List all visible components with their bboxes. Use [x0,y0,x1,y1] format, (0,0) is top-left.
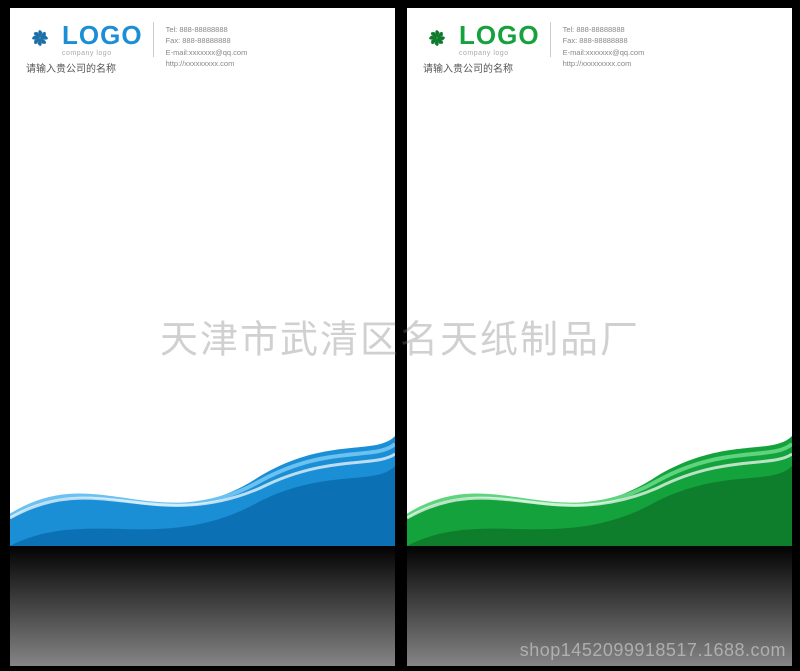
contact-email: E-mail:xxxxxxx@qq.com [563,47,645,58]
contact-fax: Fax: 888-88888888 [563,35,645,46]
letterhead-template-green: LOGO company logo Tel: 888-88888888 Fax:… [407,8,792,671]
contact-block: Tel: 888-88888888 Fax: 888-88888888 E-ma… [162,22,248,69]
logo-subtext: company logo [459,50,540,57]
contact-tel: Tel: 888-88888888 [166,24,248,35]
wave-decoration [10,406,395,546]
logo-text: LOGO [62,22,143,48]
logo-text-block: LOGO company logo [62,22,154,57]
letterhead-card: LOGO company logo Tel: 888-88888888 Fax:… [10,8,395,546]
company-name-placeholder: 请输入贵公司的名称 [26,60,116,75]
contact-email: E-mail:xxxxxxx@qq.com [166,47,248,58]
contact-block: Tel: 888-88888888 Fax: 888-88888888 E-ma… [559,22,645,69]
contact-tel: Tel: 888-88888888 [563,24,645,35]
stage: LOGO company logo Tel: 888-88888888 Fax:… [10,8,792,671]
pinwheel-logo-icon [423,24,451,52]
logo-text-block: LOGO company logo [459,22,551,57]
pinwheel-logo-icon [26,24,54,52]
wave-decoration [407,406,792,546]
shop-url-watermark: shop1452099918517.1688.com [520,640,786,661]
logo-text: LOGO [459,22,540,48]
contact-web: http://xxxxxxxxx.com [563,58,645,69]
contact-fax: Fax: 888-88888888 [166,35,248,46]
contact-web: http://xxxxxxxxx.com [166,58,248,69]
letterhead-template-blue: LOGO company logo Tel: 888-88888888 Fax:… [10,8,395,671]
reflection [10,546,395,666]
logo-subtext: company logo [62,50,143,57]
letterhead-card: LOGO company logo Tel: 888-88888888 Fax:… [407,8,792,546]
company-name-placeholder: 请输入贵公司的名称 [423,60,513,75]
